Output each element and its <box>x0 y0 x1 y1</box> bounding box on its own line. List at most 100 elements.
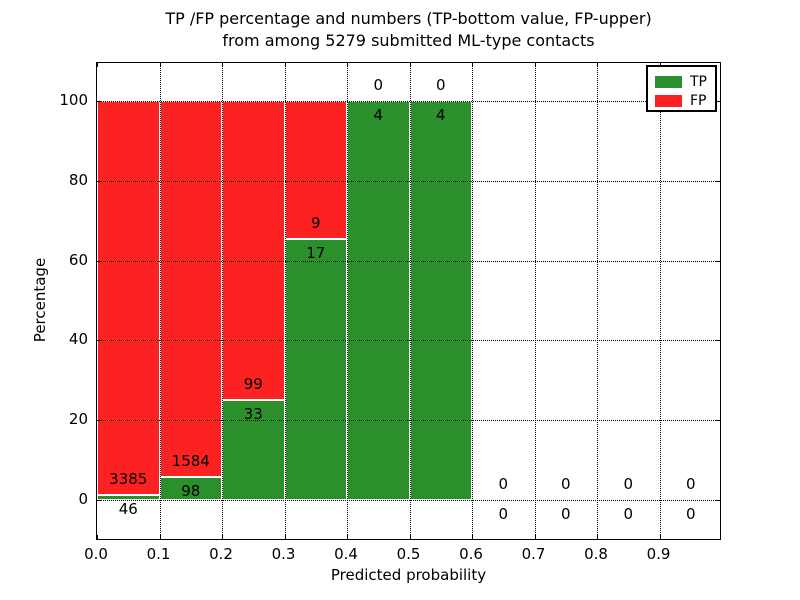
y-tick-label: 60 <box>68 250 88 269</box>
tp-bar-segment <box>222 400 285 500</box>
vertical-gridline <box>159 63 161 539</box>
horizontal-gridline <box>97 260 720 262</box>
tp-count-label: 0 <box>685 505 696 523</box>
x-tick-mark <box>159 63 161 67</box>
x-tick-mark <box>534 535 536 539</box>
fp-bar-segment <box>97 101 160 495</box>
vertical-gridline <box>347 63 348 539</box>
fp-count-label: 0 <box>373 76 384 94</box>
vertical-gridline <box>284 63 286 539</box>
x-tick-label: 0.3 <box>271 545 296 563</box>
y-tick-label: 40 <box>68 330 88 349</box>
vertical-gridline <box>597 63 598 539</box>
horizontal-gridline <box>97 180 720 182</box>
x-tick-label: 0.9 <box>646 545 671 563</box>
horizontal-gridline <box>97 101 720 102</box>
tp-count-label: 4 <box>435 106 446 124</box>
legend-label-fp: FP <box>690 92 707 109</box>
fp-bar-segment <box>159 101 222 477</box>
fp-count-label: 0 <box>685 475 696 493</box>
vertical-gridline <box>659 63 661 539</box>
fp-swatch-icon <box>655 94 682 107</box>
tp-count-label: 0 <box>560 505 571 523</box>
fp-bar-segment <box>222 101 285 401</box>
fp-count-label: 3385 <box>109 469 148 488</box>
horizontal-gridline <box>97 500 720 501</box>
x-tick-mark <box>159 535 161 539</box>
tp-count-label: 0 <box>623 505 634 523</box>
y-tick-mark <box>716 101 720 102</box>
vertical-gridline <box>472 63 473 539</box>
x-tick-mark <box>597 535 598 539</box>
x-tick-mark <box>472 535 473 539</box>
y-tick-label: 0 <box>78 490 88 508</box>
fp-count-label: 9 <box>310 214 321 233</box>
tp-count-label: 17 <box>306 244 326 263</box>
fp-count-label: 1584 <box>171 451 210 470</box>
x-tick-label: 0.6 <box>459 545 483 563</box>
tp-bar-segment <box>284 239 347 500</box>
tp-bar-segment <box>347 101 410 500</box>
x-tick-label: 0.1 <box>146 545 171 563</box>
y-tick-mark <box>97 420 101 422</box>
horizontal-gridline <box>97 340 720 342</box>
fp-count-label: 99 <box>243 375 263 394</box>
x-tick-mark <box>347 63 348 67</box>
x-tick-mark <box>409 535 411 539</box>
y-tick-label: 80 <box>68 170 88 189</box>
plot-area: 3385 46 1584 98 99 33 9 17 0 4 0 4 0 0 0 0 0 0 0 0 <box>96 62 721 540</box>
tp-count-label: 46 <box>118 499 138 518</box>
x-tick-mark <box>409 63 411 67</box>
y-tick-mark <box>97 101 101 102</box>
x-tick-mark <box>222 63 223 67</box>
x-tick-mark <box>659 535 661 539</box>
legend-item-tp: TP <box>655 73 715 90</box>
tp-count-label: 0 <box>498 505 509 523</box>
tp-bar-segment <box>97 494 160 500</box>
chart-title-line1: TP /FP percentage and numbers (TP-bottom… <box>165 9 652 28</box>
horizontal-gridline <box>97 420 720 422</box>
y-tick-mark <box>97 180 101 182</box>
y-tick-mark <box>716 180 720 182</box>
x-tick-mark <box>534 63 536 67</box>
y-tick-mark <box>97 260 101 262</box>
vertical-gridline <box>409 63 411 539</box>
x-tick-mark <box>97 535 98 539</box>
fp-count-label: 0 <box>498 475 509 493</box>
y-tick-mark <box>716 340 720 342</box>
fp-count-label: 0 <box>435 76 446 94</box>
x-axis-label: Predicted probability <box>330 566 487 584</box>
x-tick-mark <box>472 63 473 67</box>
x-tick-label: 0.4 <box>334 545 358 563</box>
y-tick-mark <box>716 420 720 422</box>
x-tick-label: 0.8 <box>584 545 608 563</box>
x-tick-label: 0.5 <box>396 545 421 563</box>
tp-count-label: 98 <box>181 481 201 500</box>
y-tick-mark <box>716 260 720 262</box>
y-tick-mark <box>97 340 101 342</box>
chart-title-line2: from among 5279 submitted ML-type contac… <box>222 31 595 50</box>
tp-swatch-icon <box>655 75 682 88</box>
x-tick-mark <box>347 535 348 539</box>
x-tick-label: 0.7 <box>521 545 546 563</box>
y-tick-label: 100 <box>59 91 88 109</box>
chart-title: TP /FP percentage and numbers (TP-bottom… <box>96 8 721 52</box>
vertical-gridline <box>534 63 536 539</box>
legend-item-fp: FP <box>655 92 715 109</box>
y-tick-mark <box>716 500 720 501</box>
fp-count-label: 0 <box>623 475 634 493</box>
y-tick-mark <box>97 500 101 501</box>
x-tick-mark <box>97 63 98 67</box>
x-tick-label: 0.0 <box>84 545 108 563</box>
x-tick-mark <box>597 63 598 67</box>
x-tick-mark <box>284 63 286 67</box>
x-tick-mark <box>284 535 286 539</box>
legend-label-tp: TP <box>690 73 707 90</box>
tp-count-label: 33 <box>243 405 263 424</box>
fp-count-label: 0 <box>560 475 571 493</box>
y-tick-label: 20 <box>68 410 88 429</box>
legend: TP FP <box>646 65 717 112</box>
tp-count-label: 4 <box>373 106 384 124</box>
x-tick-mark <box>222 535 223 539</box>
